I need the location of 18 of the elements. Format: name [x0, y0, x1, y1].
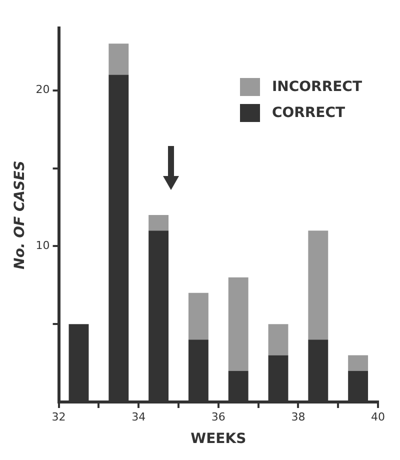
bar: [228, 277, 248, 371]
bar: [148, 215, 169, 231]
x-tick-label: 38: [291, 410, 306, 424]
legend-label: INCORRECT: [272, 79, 362, 95]
legend-label: CORRECT: [272, 105, 346, 121]
x-tick-label: 32: [52, 410, 66, 424]
bar: [348, 355, 368, 371]
x-tick-label: 34: [132, 410, 146, 424]
bar: [188, 292, 208, 340]
x-tick-label: 40: [371, 410, 385, 424]
y-axis-title: No. OF CASES: [12, 160, 28, 270]
x-tick-label: 36: [211, 410, 226, 424]
y-tick-label: 20: [36, 83, 50, 96]
bar: [308, 230, 328, 340]
bar: [268, 324, 288, 356]
y-tick-label: 10: [36, 239, 50, 252]
x-axis-title: WEEKS: [190, 431, 246, 448]
bar: [108, 44, 129, 75]
